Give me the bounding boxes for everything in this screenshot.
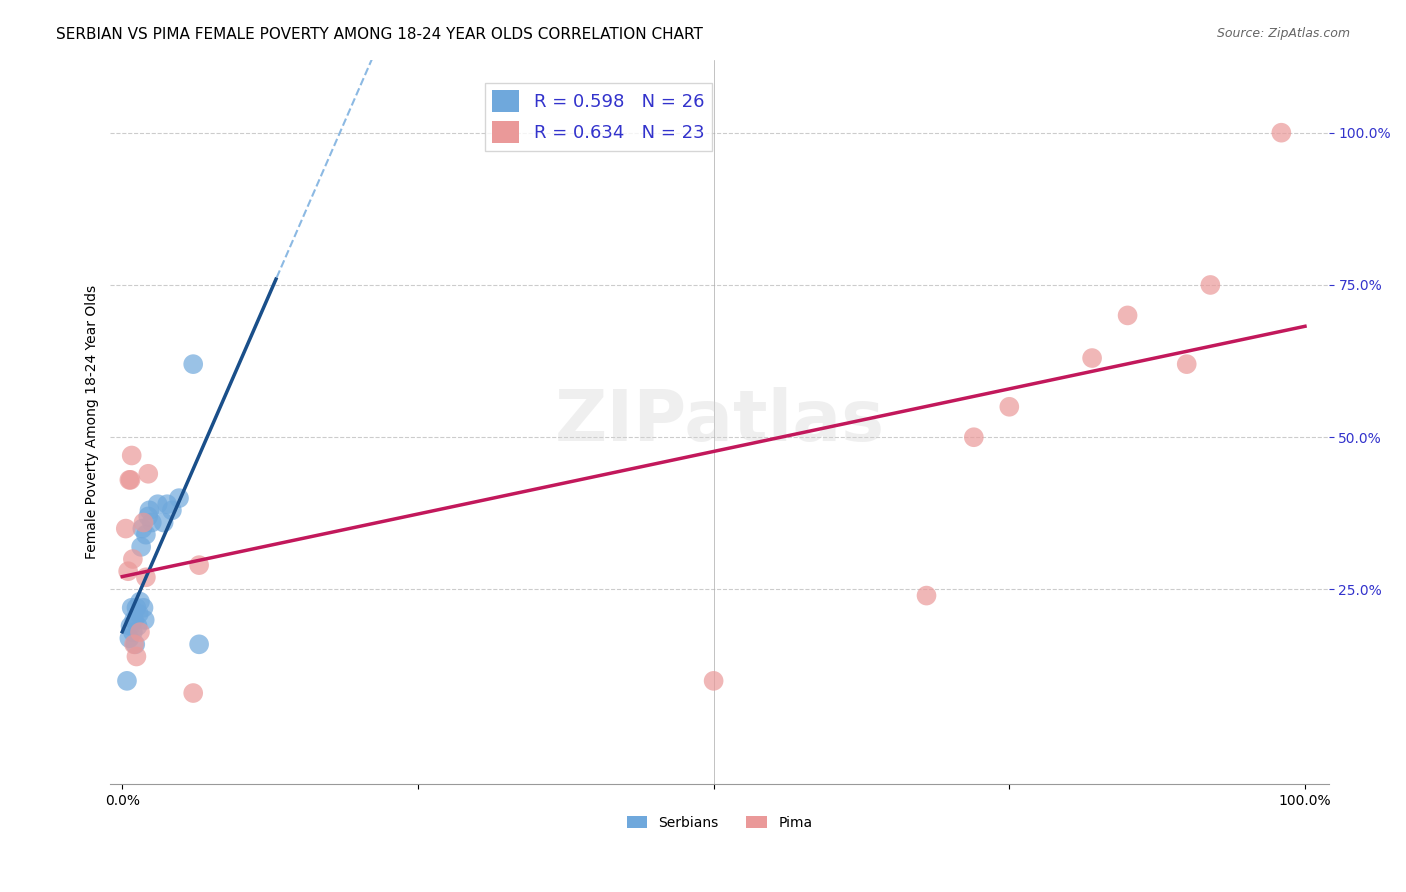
Point: [118, 473, 141, 487]
Point: [129, 625, 152, 640]
Point: [136, 467, 159, 481]
Point: [134, 613, 156, 627]
Point: [915, 589, 938, 603]
Y-axis label: Female Poverty Among 18-24 Year Olds: Female Poverty Among 18-24 Year Olds: [86, 285, 100, 559]
Point: [114, 522, 136, 536]
Point: [120, 473, 142, 487]
Point: [120, 619, 142, 633]
Point: [188, 637, 211, 651]
Point: [128, 607, 150, 621]
Point: [122, 613, 145, 627]
Point: [1175, 357, 1198, 371]
Point: [125, 600, 148, 615]
Point: [160, 503, 183, 517]
Point: [181, 357, 204, 371]
Point: [1081, 351, 1104, 365]
Point: [125, 649, 148, 664]
Point: [122, 637, 145, 651]
Point: [156, 497, 179, 511]
Point: [146, 497, 169, 511]
Point: [152, 516, 174, 530]
Point: [998, 400, 1021, 414]
Text: SERBIAN VS PIMA FEMALE POVERTY AMONG 18-24 YEAR OLDS CORRELATION CHART: SERBIAN VS PIMA FEMALE POVERTY AMONG 18-…: [56, 27, 703, 42]
Text: Source: ZipAtlas.com: Source: ZipAtlas.com: [1216, 27, 1350, 40]
Point: [138, 503, 160, 517]
Point: [703, 673, 725, 688]
Point: [122, 552, 145, 566]
Text: ZIPatlas: ZIPatlas: [554, 387, 884, 457]
Point: [117, 564, 139, 578]
Point: [131, 522, 153, 536]
Point: [135, 527, 157, 541]
Point: [132, 600, 155, 615]
Point: [1116, 309, 1139, 323]
Point: [1199, 277, 1222, 292]
Point: [121, 449, 143, 463]
Point: [963, 430, 986, 444]
Point: [167, 491, 190, 505]
Point: [132, 516, 155, 530]
Point: [188, 558, 211, 573]
Point: [129, 540, 152, 554]
Point: [135, 570, 157, 584]
Point: [122, 625, 145, 640]
Point: [121, 600, 143, 615]
Point: [127, 619, 149, 633]
Point: [118, 631, 141, 645]
Point: [124, 637, 146, 651]
Point: [136, 509, 159, 524]
Point: [129, 595, 152, 609]
Point: [1270, 126, 1292, 140]
Point: [115, 673, 138, 688]
Point: [141, 516, 163, 530]
Legend: Serbians, Pima: Serbians, Pima: [621, 810, 818, 836]
Point: [181, 686, 204, 700]
